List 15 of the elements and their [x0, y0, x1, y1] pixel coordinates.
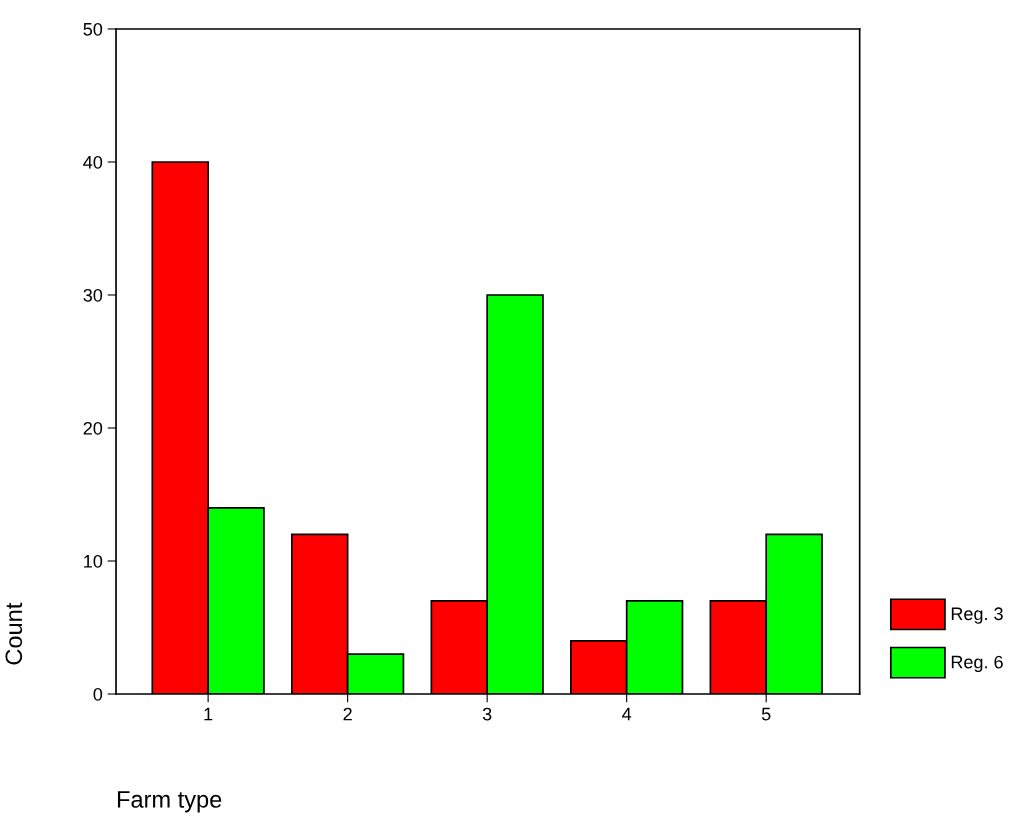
y-tick-label: 30 [83, 288, 103, 302]
y-tick-label: 20 [83, 421, 103, 435]
x-axis-title: Farm type [117, 791, 222, 813]
y-tick-label: 0 [93, 687, 103, 701]
y-tick-label: 50 [83, 22, 103, 36]
legend-label: Reg. 6 [951, 655, 1003, 673]
x-tick-label: 3 [482, 707, 492, 721]
y-tick-label: 10 [84, 554, 103, 568]
y-axis-title: Count [5, 602, 23, 665]
x-tick-label: 5 [761, 707, 771, 721]
x-tick-label: 1 [204, 707, 213, 721]
x-tick-label: 2 [343, 707, 352, 721]
legend-label: Reg. 3 [951, 607, 1003, 624]
x-tick-label: 4 [622, 707, 632, 721]
y-tick-label: 40 [83, 155, 103, 169]
